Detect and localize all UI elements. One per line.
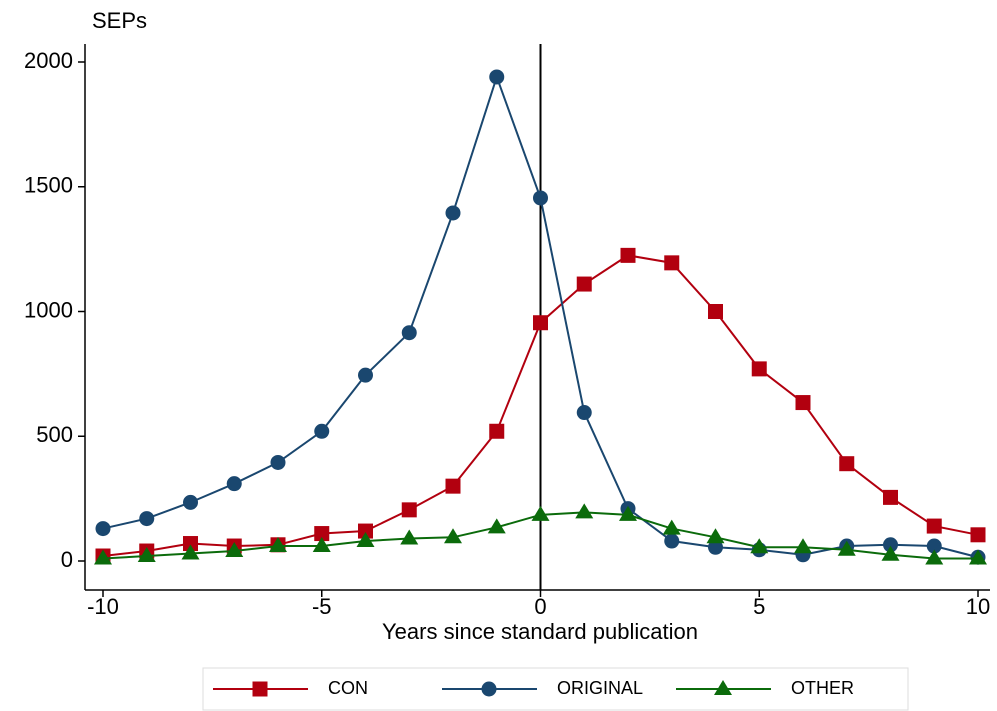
y-tick-label: 0 (61, 547, 73, 572)
marker (926, 538, 942, 554)
marker (314, 526, 330, 542)
marker (969, 549, 987, 565)
marker (926, 518, 942, 534)
marker (533, 190, 548, 206)
marker (358, 523, 373, 539)
marker (269, 537, 287, 553)
marker (881, 545, 900, 561)
marker (575, 503, 594, 519)
marker (489, 69, 505, 85)
marker (252, 681, 268, 697)
marker (795, 395, 811, 411)
marker (139, 511, 155, 527)
marker (794, 538, 812, 554)
marker (708, 304, 723, 319)
marker (620, 247, 636, 263)
marker (358, 367, 373, 383)
marker (750, 538, 769, 554)
legend-label: OTHER (791, 678, 854, 698)
marker (312, 537, 331, 553)
marker (576, 405, 592, 421)
marker (400, 529, 419, 545)
marker (883, 537, 898, 553)
marker (270, 454, 286, 470)
marker (181, 544, 200, 560)
y-tick-label: 2000 (24, 48, 73, 73)
marker (401, 502, 417, 518)
marker (445, 478, 461, 494)
x-axis-label: Years since standard publication (382, 619, 698, 644)
x-tick-label: 0 (534, 594, 546, 619)
y-tick-label: 1500 (24, 173, 73, 198)
marker (714, 680, 732, 695)
x-tick-label: 10 (966, 594, 990, 619)
marker (356, 532, 375, 548)
marker (445, 205, 461, 221)
marker (314, 423, 330, 439)
marker (706, 528, 725, 544)
marker (401, 325, 417, 341)
marker (183, 494, 198, 510)
marker (664, 255, 680, 271)
marker (619, 505, 637, 521)
marker (226, 476, 242, 492)
marker (481, 681, 497, 697)
marker (533, 315, 548, 331)
marker (95, 521, 111, 537)
marker (444, 528, 462, 544)
marker (970, 527, 986, 543)
x-tick-label: -10 (87, 594, 119, 619)
marker (925, 549, 944, 565)
marker (751, 361, 767, 377)
marker (225, 542, 244, 558)
x-tick-label: 5 (753, 594, 765, 619)
marker (137, 547, 156, 563)
legend-box (202, 667, 909, 711)
marker (489, 423, 505, 439)
marker (839, 456, 855, 472)
marker (183, 536, 198, 552)
marker (883, 489, 898, 505)
legend-label: CON (328, 678, 368, 698)
legend-label: ORIGINAL (557, 678, 643, 698)
marker (664, 533, 680, 549)
marker (576, 276, 592, 292)
marker (837, 540, 856, 556)
marker (487, 518, 506, 534)
x-tick-label: -5 (312, 594, 332, 619)
marker (94, 549, 112, 565)
marker (662, 519, 681, 535)
marker (531, 505, 550, 521)
marker (708, 539, 723, 555)
y-axis-label: SEPs (92, 8, 147, 33)
y-tick-label: 500 (36, 422, 73, 447)
y-tick-label: 1000 (24, 297, 73, 322)
